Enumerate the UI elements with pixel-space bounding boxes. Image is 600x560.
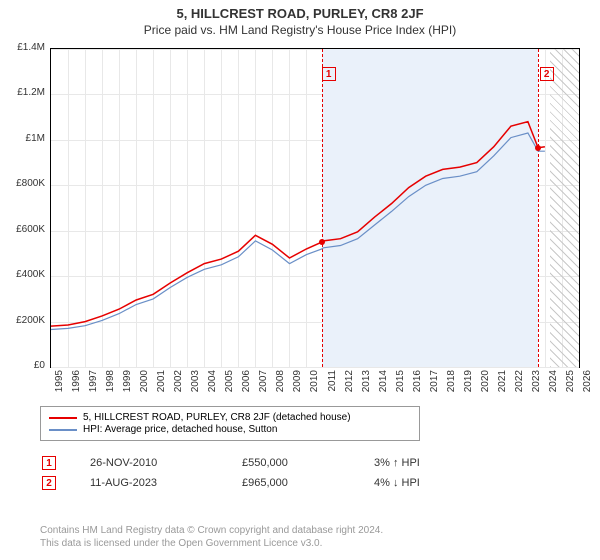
y-axis-label: £200K — [0, 315, 45, 326]
price-marker-dot — [319, 239, 325, 245]
x-axis-label: 2006 — [241, 370, 252, 400]
y-axis-label: £1M — [0, 133, 45, 144]
y-axis-label: £800K — [0, 178, 45, 189]
legend-label: HPI: Average price, detached house, Sutt… — [83, 424, 277, 435]
x-axis-label: 2003 — [190, 370, 201, 400]
x-axis-label: 2024 — [548, 370, 559, 400]
x-axis-label: 2018 — [446, 370, 457, 400]
legend-swatch — [49, 417, 77, 419]
transaction-delta: 4% HPI — [374, 474, 558, 492]
x-axis-label: 2009 — [292, 370, 303, 400]
transaction-price: £965,000 — [242, 474, 372, 492]
x-axis-label: 2022 — [514, 370, 525, 400]
footer-attribution: Contains HM Land Registry data © Crown c… — [40, 524, 580, 550]
transaction-price: £550,000 — [242, 454, 372, 472]
footer-line-1: Contains HM Land Registry data © Crown c… — [40, 525, 383, 536]
x-axis-label: 2005 — [224, 370, 235, 400]
chart-container: 5, HILLCREST ROAD, PURLEY, CR8 2JF Price… — [0, 0, 600, 560]
transaction-marker: 2 — [42, 476, 56, 490]
x-axis-label: 1996 — [71, 370, 82, 400]
footer-line-2: This data is licensed under the Open Gov… — [40, 538, 322, 549]
x-axis-label: 2015 — [395, 370, 406, 400]
y-axis-label: £400K — [0, 269, 45, 280]
x-axis-label: 2019 — [463, 370, 474, 400]
chart-title: 5, HILLCREST ROAD, PURLEY, CR8 2JF — [0, 0, 600, 21]
x-axis-label: 2020 — [480, 370, 491, 400]
price-marker-dot — [535, 145, 541, 151]
x-axis-label: 2007 — [258, 370, 269, 400]
legend-label: 5, HILLCREST ROAD, PURLEY, CR8 2JF (deta… — [83, 412, 351, 423]
x-axis-label: 2001 — [156, 370, 167, 400]
x-axis-label: 2012 — [344, 370, 355, 400]
x-axis-label: 2002 — [173, 370, 184, 400]
x-axis-label: 2008 — [275, 370, 286, 400]
legend: 5, HILLCREST ROAD, PURLEY, CR8 2JF (deta… — [40, 406, 420, 441]
y-axis-label: £1.2M — [0, 87, 45, 98]
legend-item: 5, HILLCREST ROAD, PURLEY, CR8 2JF (deta… — [49, 412, 411, 423]
plot-area: 12 — [50, 48, 580, 368]
price-marker-label: 1 — [322, 67, 336, 81]
transaction-delta: 3% HPI — [374, 454, 558, 472]
chart-subtitle: Price paid vs. HM Land Registry's House … — [0, 21, 600, 41]
legend-swatch — [49, 429, 77, 431]
x-axis-label: 2021 — [497, 370, 508, 400]
y-axis-label: £600K — [0, 224, 45, 235]
legend-item: HPI: Average price, detached house, Sutt… — [49, 424, 411, 435]
x-axis-label: 2017 — [429, 370, 440, 400]
x-axis-label: 2010 — [309, 370, 320, 400]
x-axis-label: 2011 — [327, 370, 338, 400]
x-axis-label: 2023 — [531, 370, 542, 400]
price-marker-label: 2 — [540, 67, 554, 81]
y-axis-label: £0 — [0, 360, 45, 371]
x-axis-label: 1999 — [122, 370, 133, 400]
transaction-date: 26-NOV-2010 — [90, 454, 240, 472]
x-axis-label: 2004 — [207, 370, 218, 400]
x-axis-label: 2025 — [565, 370, 576, 400]
x-axis-label: 2016 — [412, 370, 423, 400]
x-axis-label: 2014 — [378, 370, 389, 400]
y-axis-label: £1.4M — [0, 42, 45, 53]
transactions-table: 1 26-NOV-2010£550,0003% HPI 2 11-AUG-2023£9… — [40, 452, 560, 494]
x-axis-label: 1998 — [105, 370, 116, 400]
x-axis-label: 2013 — [361, 370, 372, 400]
x-axis-label: 2026 — [582, 370, 593, 400]
x-axis-label: 1997 — [88, 370, 99, 400]
transaction-row: 1 26-NOV-2010£550,0003% HPI — [42, 454, 558, 472]
x-axis-label: 1995 — [54, 370, 65, 400]
transaction-row: 2 11-AUG-2023£965,0004% HPI — [42, 474, 558, 492]
x-axis-label: 2000 — [139, 370, 150, 400]
transaction-marker: 1 — [42, 456, 56, 470]
transaction-date: 11-AUG-2023 — [90, 474, 240, 492]
